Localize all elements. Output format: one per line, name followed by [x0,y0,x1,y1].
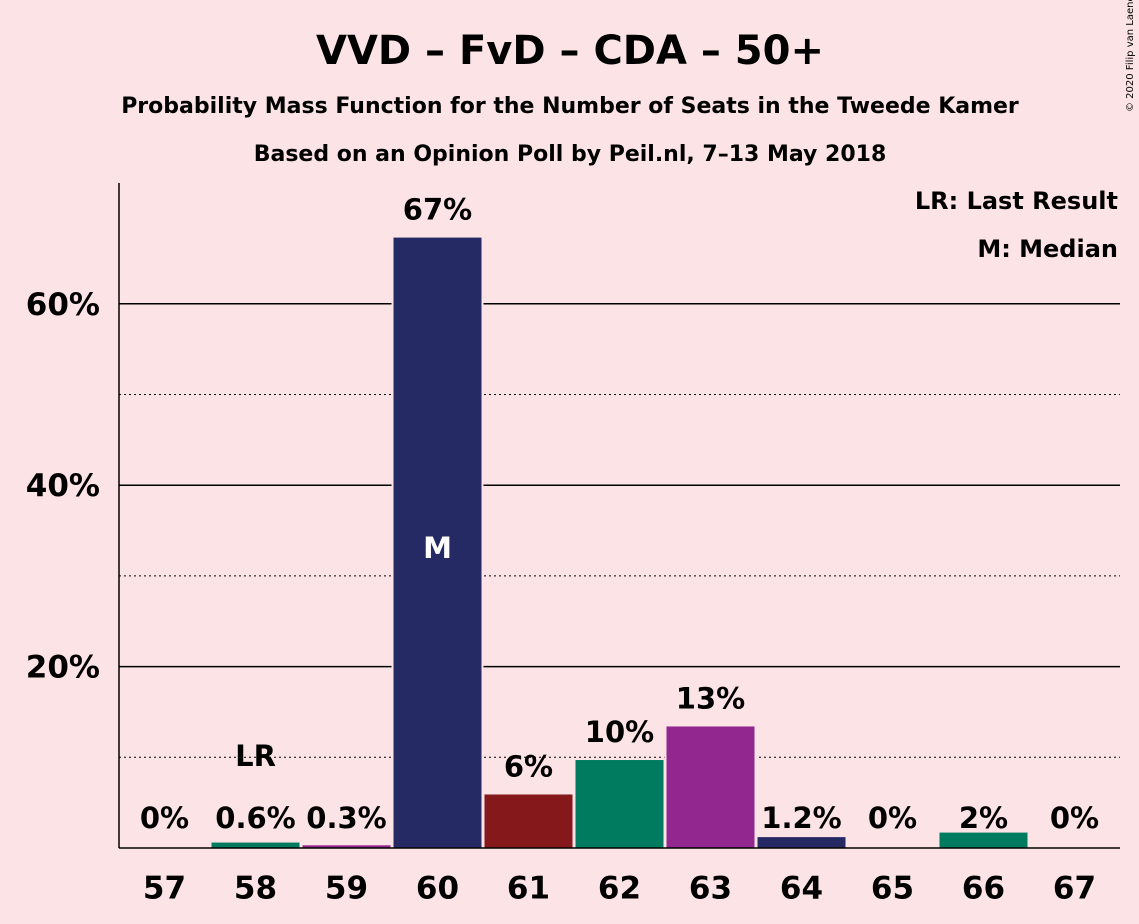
legend-median: M: Median [977,235,1118,263]
bar [573,758,666,850]
gridlines [119,303,1120,758]
x-tick-label: 61 [507,870,550,906]
data-label: 6% [504,749,553,783]
x-axis-ticks: 57 58 59 60 61 62 63 64 65 66 67 [143,870,1096,906]
x-tick-label: 58 [234,870,277,906]
data-label: 67% [403,193,472,227]
x-tick-label: 63 [689,870,732,906]
data-label: 0% [1050,801,1099,835]
data-label: 0.3% [306,801,386,835]
data-label: 2% [959,801,1008,835]
copyright-credit: © 2020 Filip van Laenen [1125,0,1136,112]
y-tick-label: 40% [26,468,100,504]
x-tick-label: 62 [598,870,641,906]
data-label: 13% [676,681,745,715]
chart-source: Based on an Opinion Poll by Peil.nl, 7–1… [254,142,887,167]
bar [664,724,757,850]
chart-title: VVD – FvD – CDA – 50+ [316,28,824,74]
legend-last-result: LR: Last Result [915,187,1118,215]
y-tick-label: 60% [26,287,100,323]
bar [211,842,300,848]
data-label: 0% [140,801,189,835]
data-label: 0% [868,801,917,835]
bar [391,235,484,851]
bars [211,235,1028,851]
x-tick-label: 59 [325,870,368,906]
y-tick-label: 20% [26,650,100,686]
bar [757,837,846,848]
last-result-marker: LR [235,739,276,773]
x-tick-label: 57 [143,870,186,906]
data-label: 0.6% [215,801,295,835]
bar [939,832,1028,848]
x-tick-label: 64 [780,870,823,906]
bar [302,845,391,848]
data-labels: 0% 0.6% LR 0.3% 67% M 6% 10% 13% 1.2% 0% 2% 0% [140,193,1099,835]
chart-subtitle: Probability Mass Function for the Number… [121,94,1019,119]
data-label: 10% [585,715,654,749]
x-tick-label: 66 [962,870,1005,906]
x-tick-label: 65 [871,870,914,906]
bar [482,792,575,850]
data-label: 1.2% [761,801,841,835]
median-marker: M [423,531,452,565]
y-axis-ticks: 20% 40% 60% [26,287,100,686]
x-tick-label: 67 [1053,870,1096,906]
x-tick-label: 60 [416,870,459,906]
